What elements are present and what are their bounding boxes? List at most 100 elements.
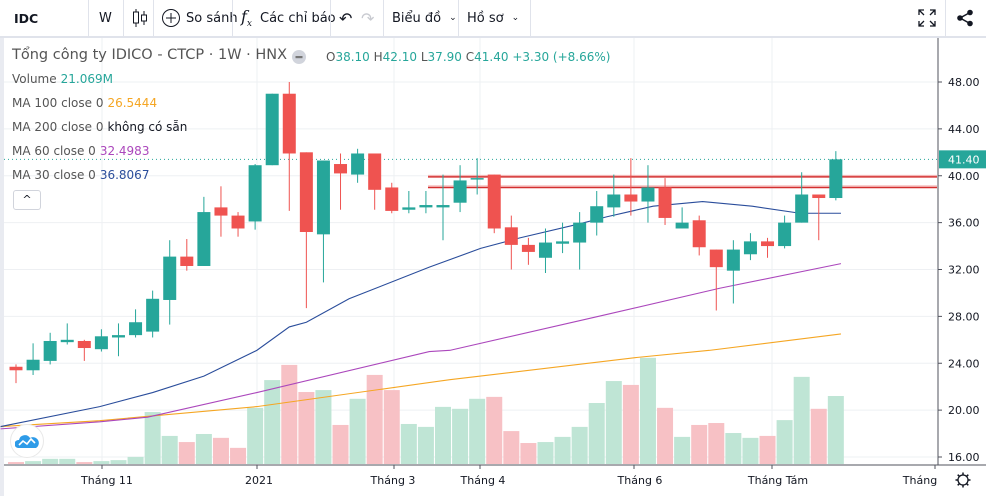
volume-bar [25, 461, 42, 464]
volume-bar [708, 423, 725, 464]
volume-bar [435, 406, 451, 464]
volume-bar [520, 443, 537, 464]
chevron-down-icon: ⌄ [511, 13, 520, 23]
candle-body [282, 93, 296, 154]
volume-bar [332, 424, 349, 464]
price-tick-label: 44.00 [948, 123, 980, 136]
undo-button[interactable]: ↶ [339, 0, 352, 36]
hide-indicator-icon[interactable] [292, 50, 306, 64]
candle-body [607, 194, 621, 208]
candle-body [60, 339, 74, 343]
volume-bar [605, 381, 622, 464]
volume-bar [486, 396, 503, 464]
time-axis-label: Tháng [902, 474, 937, 487]
time-axis-label: Tháng 4 [460, 474, 506, 487]
price-tick-label: 32.00 [948, 264, 980, 277]
volume-bar [76, 462, 93, 464]
symbol-search[interactable]: IDC [14, 0, 38, 36]
settings-gear-tooth [966, 483, 969, 486]
candle-body [453, 180, 467, 203]
redo-button[interactable]: ↷ [361, 0, 374, 36]
candle-body [521, 244, 535, 252]
candle-body [94, 336, 108, 350]
candle-body [829, 159, 843, 199]
chart-style-button[interactable] [132, 0, 148, 36]
price-tick-label: 24.00 [948, 357, 980, 370]
fullscreen-button[interactable] [918, 0, 936, 36]
collapse-legend-button[interactable]: ^ [13, 190, 41, 210]
candle-body [487, 174, 501, 229]
legend-ma60[interactable]: MA 60 close 0 32.4983 [12, 144, 150, 158]
change-value: +3.30 (+8.66%) [512, 50, 611, 64]
candle-body [129, 322, 143, 336]
fx-icon: fx [241, 6, 252, 30]
chevron-down-icon: ⌄ [449, 13, 457, 23]
indicators-button[interactable]: fx Các chỉ báo [241, 0, 336, 36]
tradingview-logo[interactable] [10, 424, 44, 458]
candle-body [419, 205, 433, 208]
candle-body [761, 241, 775, 247]
left-edge [0, 38, 4, 496]
legend-ma30[interactable]: MA 30 close 0 36.8067 [12, 168, 150, 182]
candle-body [641, 187, 655, 202]
indicators-label: Các chỉ báo [260, 10, 336, 26]
ma30-line [0, 200, 841, 428]
candle-body [197, 212, 211, 266]
candle-body [214, 207, 228, 216]
legend-volume[interactable]: Volume 21.069M [12, 72, 113, 86]
settings-area [938, 466, 986, 496]
interval-button[interactable]: W [99, 0, 115, 36]
volume-bar [537, 442, 554, 464]
settings-gear-tooth [957, 483, 960, 486]
volume-bar [264, 380, 281, 464]
interval-label: W [99, 10, 112, 26]
candle-body [778, 222, 792, 247]
time-axis-label: Tháng 6 [617, 474, 663, 487]
candle-body [316, 160, 330, 235]
last-price-badge [939, 150, 986, 169]
candle-body [624, 194, 638, 202]
volume-bar [212, 437, 229, 464]
candle-body [709, 249, 723, 268]
candle-body [675, 222, 689, 229]
price-chart[interactable]: 48.00 44.00 40.00 36.00 32.00 28.00 24.00 20.00… [0, 38, 986, 496]
profile-menu-label: Hồ sơ [467, 10, 504, 26]
candle-body [163, 256, 177, 300]
candle-body [43, 340, 57, 361]
volume-bar [230, 447, 247, 464]
undo-icon: ↶ [339, 8, 353, 28]
volume-bar [298, 392, 315, 464]
profile-menu-button[interactable]: Hồ sơ ⌄ [467, 0, 519, 36]
settings-gear-tooth [957, 474, 960, 477]
volume-bar [776, 420, 793, 464]
candle-body [470, 178, 484, 180]
legend-ma200[interactable]: MA 200 close 0 không có sẵn [12, 120, 188, 134]
volume-bar [42, 458, 59, 464]
top-toolbar: IDC W So sánh fx Các chỉ báo ↶ ↷ Biểu đồ… [0, 0, 986, 38]
volume-bar [742, 437, 759, 464]
candle-body [351, 153, 365, 175]
legend-ma100[interactable]: MA 100 close 0 26.5444 [12, 96, 158, 110]
volume-bar [366, 374, 383, 464]
volume-bar [674, 436, 691, 464]
candlestick-icon [133, 9, 147, 27]
chart-menu-button[interactable]: Biểu đồ ⌄ [392, 0, 457, 36]
volume-bar [691, 424, 708, 464]
volume-bar [8, 462, 24, 464]
compare-button[interactable]: So sánh [161, 0, 238, 36]
time-axis-label: Tháng Tám [747, 474, 808, 487]
candle-body [9, 366, 23, 371]
price-tick-label: 48.00 [948, 76, 980, 89]
candle-body [795, 194, 809, 223]
volume-bar [247, 407, 264, 464]
open-value: 38.10 [335, 50, 370, 64]
chart-menu-label: Biểu đồ [392, 10, 442, 26]
candle-body [231, 215, 245, 229]
ma100-line [0, 333, 842, 428]
volume-bar [93, 461, 110, 464]
volume-bar [725, 433, 742, 464]
candle-body [726, 249, 740, 271]
candle-body [402, 207, 416, 210]
share-button[interactable] [956, 0, 974, 36]
candle-body [26, 359, 40, 371]
